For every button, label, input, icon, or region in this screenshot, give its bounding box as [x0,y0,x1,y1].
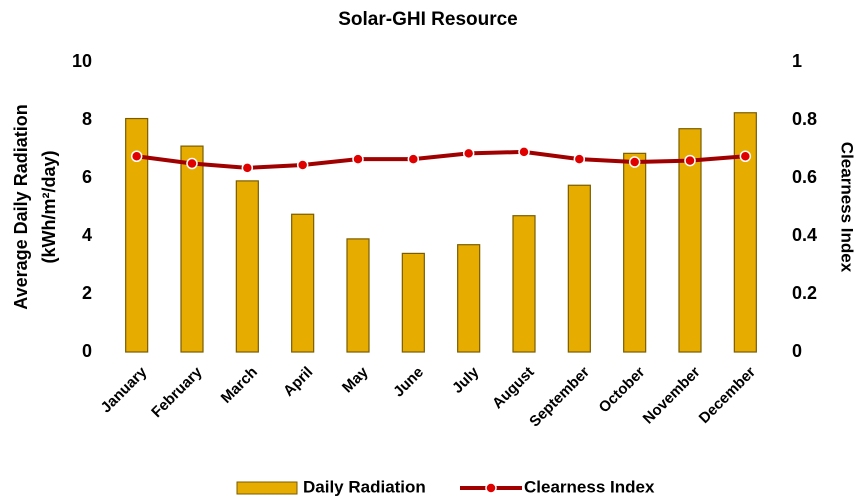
x-tick-label: October [596,364,649,417]
line-marker [628,156,641,168]
y2-axis-label: Clearness Index [838,142,857,273]
line-marker [518,146,530,158]
bar [567,184,591,353]
legend-swatch [236,481,298,495]
bar [346,238,370,353]
y-tick-label: 6 [82,167,92,187]
y2-tick-label: 0.6 [792,167,817,187]
line-marker [352,153,364,165]
y-tick-label: 8 [82,109,92,129]
bar [235,180,259,353]
y2-tick-label: 1 [792,51,802,71]
line-marker [407,153,420,165]
bar [512,215,536,353]
x-tick-label: February [148,363,206,421]
y-axis-label: Average Daily Radiation [11,104,31,309]
bar [733,112,757,353]
line [136,149,746,170]
x-tick-label: December [696,364,759,427]
line-marker [573,153,586,165]
line-marker [739,150,752,162]
x-tick-label: April [280,364,316,400]
x-tick-label: June [390,364,427,401]
bar [678,128,702,353]
bar [457,244,481,353]
x-tick-label: August [489,364,538,413]
bar [291,213,315,353]
y-axis-label: (kWh/m²/day) [39,150,59,263]
y2-tick-label: 0 [792,341,802,361]
legend-swatch [485,482,497,494]
y-tick-label: 2 [82,283,92,303]
x-tick-label: July [449,363,483,397]
x-tick-label: May [339,363,372,396]
line-marker [186,157,198,170]
line-marker [684,154,696,167]
legend-label: Clearness Index [524,477,655,496]
y-tick-label: 0 [82,341,92,361]
x-tick-label: September [526,364,593,431]
line-marker [241,162,254,174]
y2-tick-label: 0.4 [792,225,817,245]
bar [623,152,647,353]
x-tick-label: November [640,363,704,427]
bar [401,252,425,353]
x-tick-label: March [218,364,261,407]
bar [180,145,204,353]
x-tick-label: January [98,363,151,416]
y-tick-label: 10 [72,51,92,71]
chart-title: Solar-GHI Resource [338,9,518,30]
bar [125,117,149,353]
line-marker [296,159,309,171]
y2-tick-label: 0.2 [792,283,817,303]
line-marker [130,150,143,162]
y-tick-label: 4 [82,225,92,245]
y2-tick-label: 0.8 [792,109,817,129]
legend-label: Daily Radiation [303,477,426,496]
line-marker [462,147,475,160]
